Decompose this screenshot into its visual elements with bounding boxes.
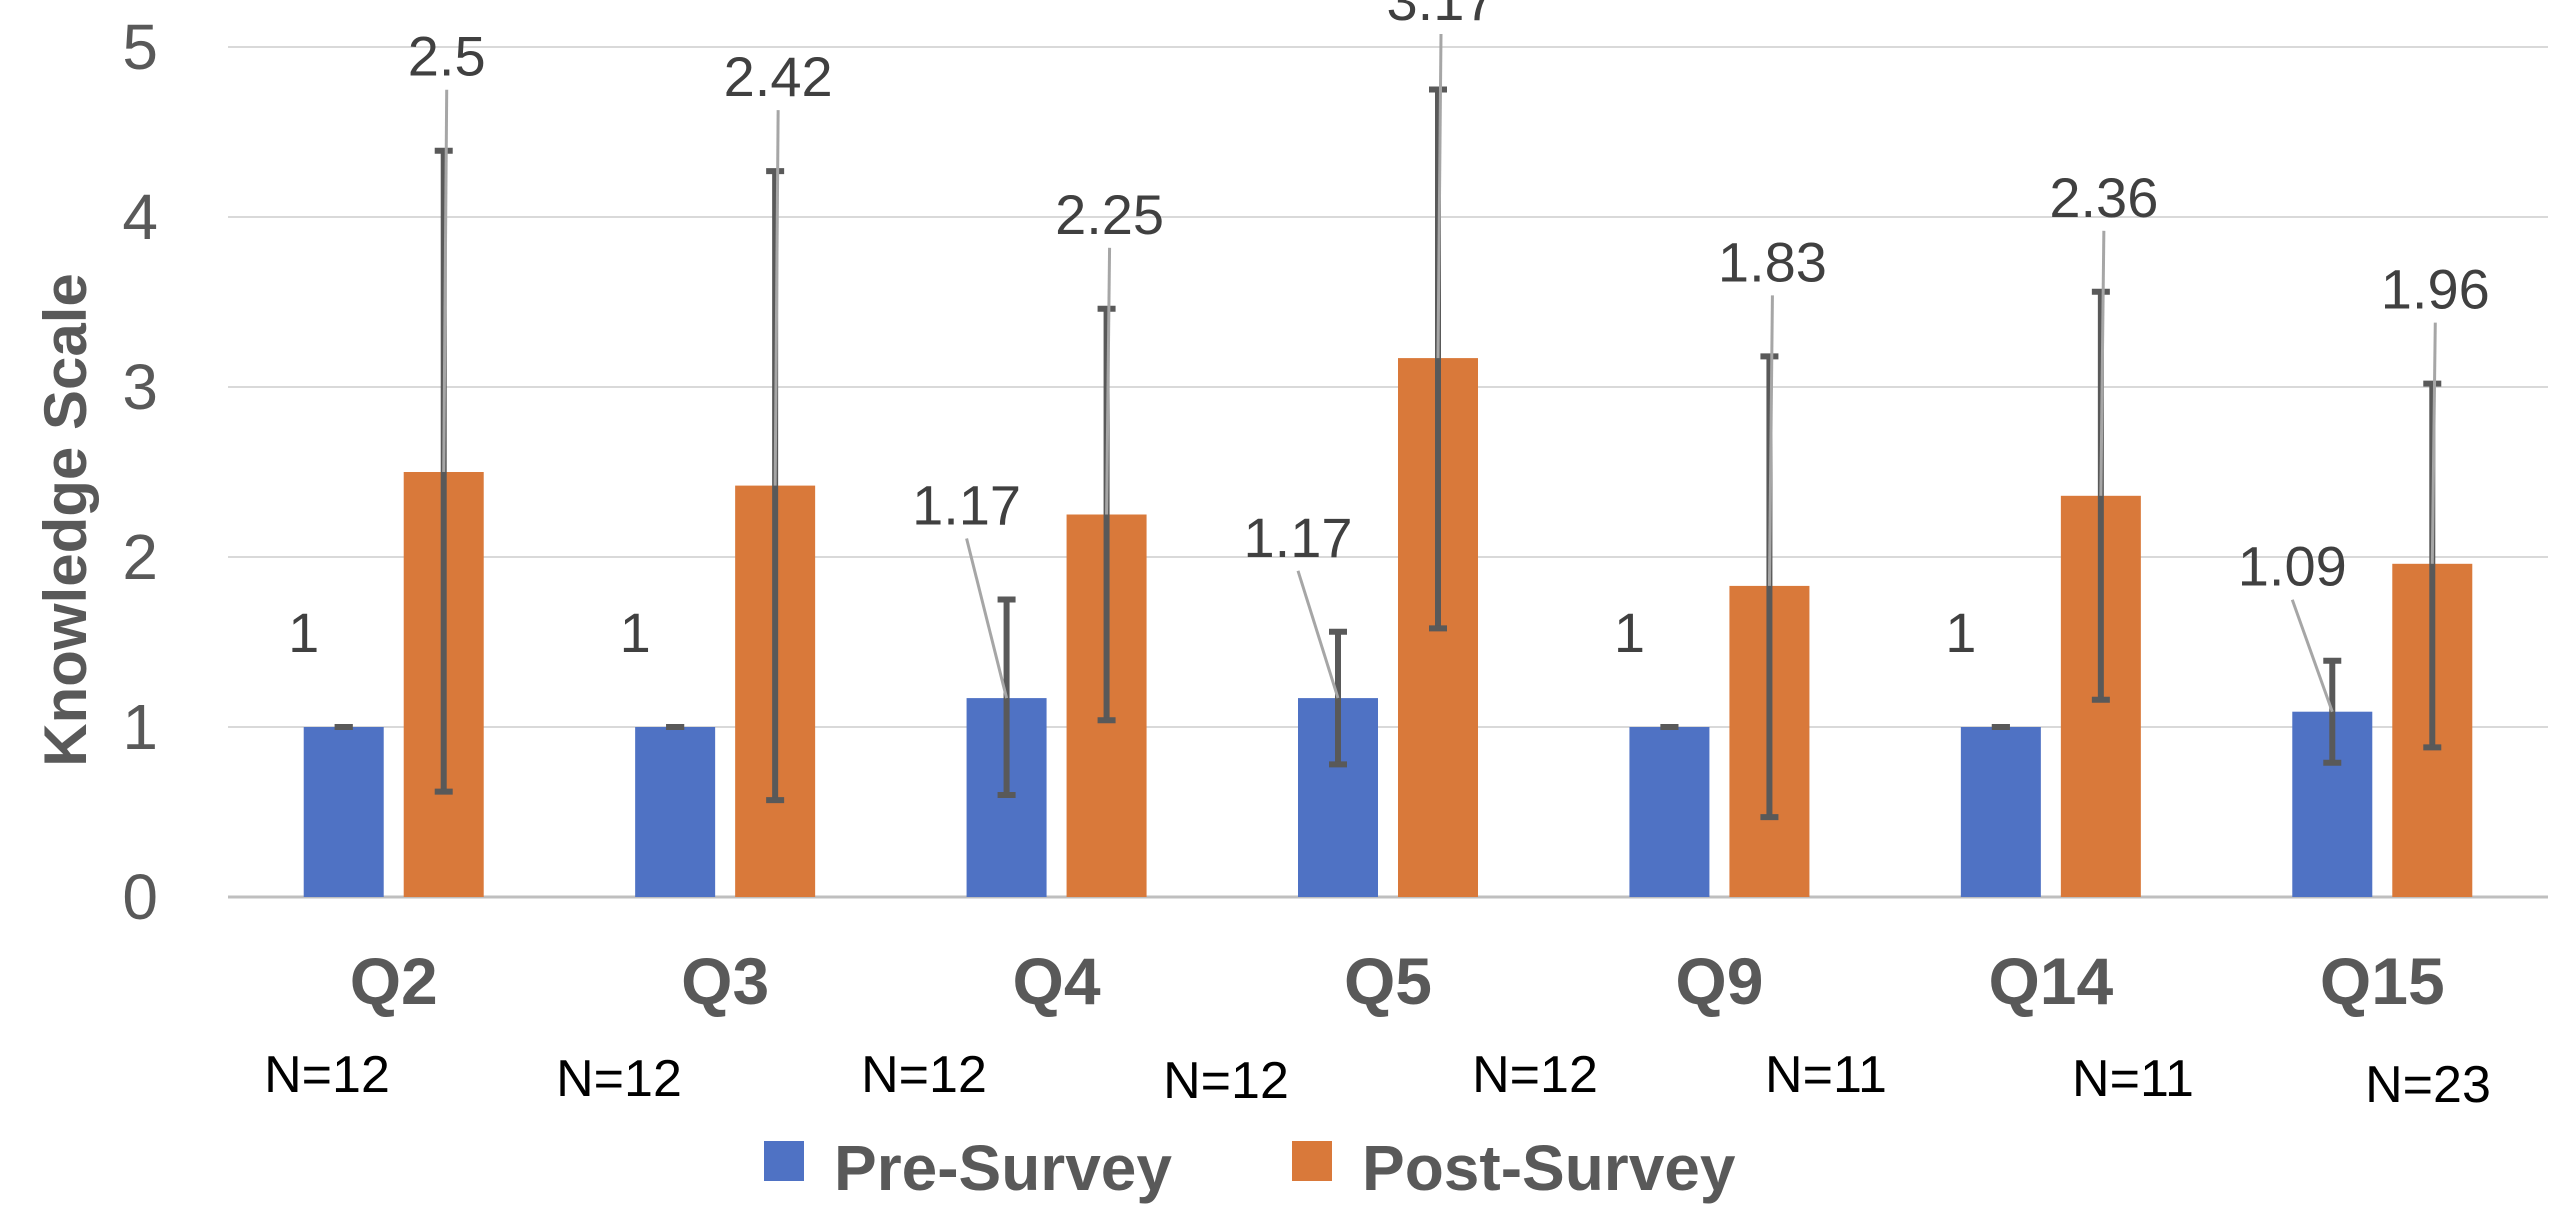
gridlines xyxy=(228,46,2548,899)
bar-pre-survey-q9 xyxy=(1629,727,1710,897)
y-axis-label: Knowledge Scale xyxy=(32,273,99,766)
legend-swatch-pre-survey xyxy=(764,1141,804,1181)
error-bar-post-survey-q9 xyxy=(1760,353,1779,821)
data-label-pre-survey-q5: 1.17 xyxy=(1244,506,1353,569)
legend: Pre-Survey Post-Survey xyxy=(764,1132,1736,1204)
sample-size-label-7: N=11 xyxy=(2072,1050,2194,1108)
category-label-q2: Q2 xyxy=(350,944,438,1018)
data-label-post-survey-q15: 1.96 xyxy=(2381,258,2490,321)
error-bar-post-survey-q5 xyxy=(1429,86,1447,632)
sample-size-label-8: N=23 xyxy=(2365,1056,2491,1114)
sample-size-label-6: N=11 xyxy=(1765,1046,1887,1104)
sample-size-label-2: N=12 xyxy=(556,1050,682,1108)
category-label-q4: Q4 xyxy=(1013,944,1101,1018)
leader-line-post-survey-q14 xyxy=(2099,230,2106,496)
data-label-post-survey-q14: 2.36 xyxy=(2049,166,2158,229)
sample-size-label-4: N=12 xyxy=(1163,1052,1289,1110)
y-tick-label-3: 3 xyxy=(122,351,158,423)
category-label-q15: Q15 xyxy=(2320,944,2445,1018)
bars xyxy=(303,358,2473,898)
data-label-pre-survey-q2: 1 xyxy=(288,601,319,664)
y-axis-ticks: 0 1 2 3 4 5 xyxy=(122,11,158,933)
bar-pre-survey-q14 xyxy=(1960,727,2041,897)
leader-line-post-survey-q5 xyxy=(1436,33,1443,359)
data-label-pre-survey-q14: 1 xyxy=(1945,601,1976,664)
data-label-pre-survey-q15: 1.09 xyxy=(2238,535,2347,598)
data-label-post-survey-q2: 2.5 xyxy=(408,25,486,88)
category-label-q5: Q5 xyxy=(1344,944,1432,1018)
leader-line-pre-survey-q15 xyxy=(2290,599,2334,713)
y-tick-label-5: 5 xyxy=(122,11,158,83)
leader-line-pre-survey-q4 xyxy=(965,538,1009,699)
legend-swatch-post-survey xyxy=(1292,1141,1332,1181)
leader-line-post-survey-q3 xyxy=(773,110,780,486)
sample-size-label-5: N=12 xyxy=(1472,1046,1598,1104)
sample-size-label-1: N=12 xyxy=(264,1046,390,1104)
y-tick-label-1: 1 xyxy=(122,691,158,763)
y-tick-label-2: 2 xyxy=(122,521,158,593)
y-tick-label-4: 4 xyxy=(122,181,158,253)
legend-label-post-survey: Post-Survey xyxy=(1362,1132,1736,1204)
data-label-pre-survey-q9: 1 xyxy=(1614,601,1645,664)
legend-label-pre-survey: Pre-Survey xyxy=(834,1132,1172,1204)
leader-line-post-survey-q15 xyxy=(2430,322,2437,564)
data-label-post-survey-q3: 2.42 xyxy=(724,45,833,108)
sample-size-labels: N=12 N=12 N=12 N=12 N=12 N=11 N=11 N=23 xyxy=(264,1046,2491,1114)
data-label-post-survey-q4: 2.25 xyxy=(1055,183,1164,246)
x-axis-categories: Q2 Q3 Q4 Q5 Q9 Q14 Q15 xyxy=(350,944,2445,1018)
sample-size-label-3: N=12 xyxy=(861,1046,987,1104)
category-label-q3: Q3 xyxy=(681,944,769,1018)
category-label-q14: Q14 xyxy=(1988,944,2113,1018)
data-label-pre-survey-q4: 1.17 xyxy=(912,474,1021,537)
data-label-post-survey-q9: 1.83 xyxy=(1718,230,1827,293)
label-leader-lines xyxy=(442,33,2437,713)
leader-line-post-survey-q4 xyxy=(1105,247,1112,515)
data-label-pre-survey-q3: 1 xyxy=(620,601,651,664)
leader-line-pre-survey-q5 xyxy=(1296,570,1340,699)
category-label-q9: Q9 xyxy=(1675,944,1763,1018)
data-label-post-survey-q5: 3.17 xyxy=(1387,0,1496,32)
data-labels: 1 2.5 1 2.42 1.17 2.25 1.17 3.17 1 1.83 1 2.36 1.09 1… xyxy=(288,0,2490,664)
bar-pre-survey-q3 xyxy=(635,727,716,897)
y-tick-label-0: 0 xyxy=(122,861,158,933)
bar-pre-survey-q2 xyxy=(303,727,384,897)
leader-line-post-survey-q2 xyxy=(442,89,449,473)
leader-line-post-survey-q9 xyxy=(1767,295,1774,586)
